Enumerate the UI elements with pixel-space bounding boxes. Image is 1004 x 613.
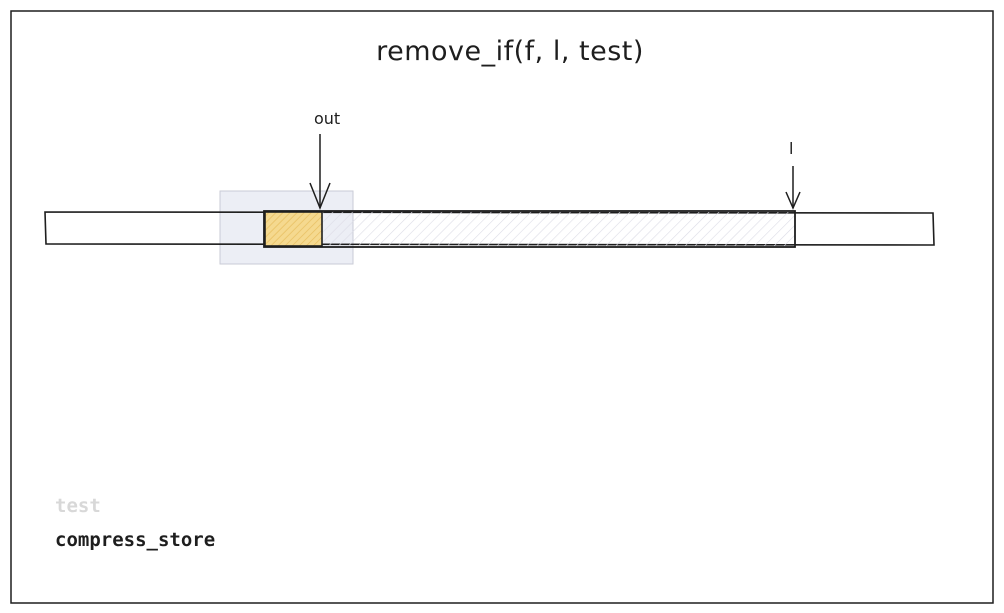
range-hatch [263, 210, 796, 248]
faded-step-label: test [55, 495, 101, 517]
active-step-label: compress_store [55, 529, 216, 551]
outer-frame [10, 10, 994, 604]
diagram-title: remove_if(f, l, test) [376, 36, 644, 67]
out-arrow [309, 134, 331, 211]
last-arrow [785, 166, 801, 210]
current-element-highlight [264, 211, 323, 247]
out-pointer-label: out [314, 109, 341, 128]
last-pointer-label: l [789, 139, 794, 158]
